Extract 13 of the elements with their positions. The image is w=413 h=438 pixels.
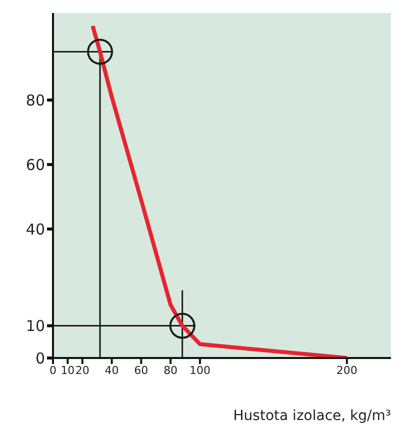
x-axis-title: Hustota izolace, kg/m³ (233, 408, 391, 424)
x-tick-label: 0 (50, 364, 56, 377)
x-tick-label: 100 (189, 364, 210, 377)
x-tick-label: 20 (75, 364, 90, 377)
y-tick-label: 40 (26, 220, 45, 238)
x-tick-label: 60 (134, 364, 148, 377)
x-tick-label: 200 (336, 364, 358, 377)
x-tick-label: 40 (104, 364, 119, 377)
y-tick-label: 10 (26, 317, 45, 336)
y-tick-label: 80 (26, 91, 45, 110)
x-tick-label: 10 (60, 364, 75, 377)
y-tick-label: 60 (26, 156, 45, 174)
x-tick-label: 80 (164, 364, 178, 377)
